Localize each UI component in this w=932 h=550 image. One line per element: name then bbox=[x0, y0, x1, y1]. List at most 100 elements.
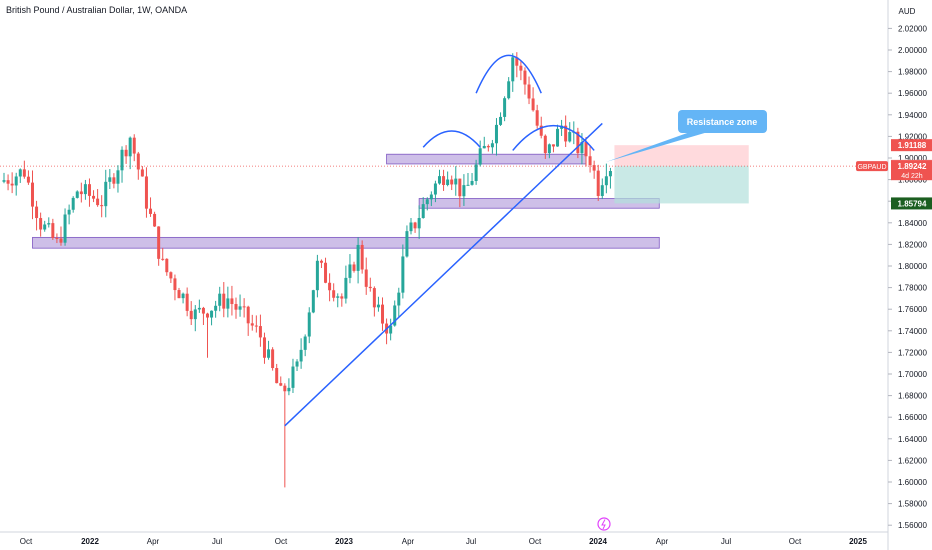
price-tick-label: 2.02000 bbox=[898, 24, 927, 33]
price-tick-label: 1.96000 bbox=[898, 89, 927, 98]
time-tick-label: 2024 bbox=[589, 537, 607, 546]
candle-down bbox=[96, 198, 100, 206]
candle-down bbox=[564, 125, 568, 142]
candle-down bbox=[92, 195, 96, 199]
candle-down bbox=[242, 306, 246, 308]
candle-down bbox=[132, 137, 136, 154]
candle-up bbox=[47, 223, 51, 225]
candle-down bbox=[35, 206, 39, 219]
tradingview-logo-icon[interactable] bbox=[597, 517, 611, 531]
candle-down bbox=[368, 286, 372, 289]
time-tick-label: Oct bbox=[20, 537, 33, 546]
candle-up bbox=[499, 116, 503, 125]
candle-up bbox=[600, 185, 604, 196]
candle-up bbox=[405, 231, 409, 257]
time-tick-label: Jul bbox=[466, 537, 476, 546]
candle-down bbox=[551, 144, 555, 147]
candle-down bbox=[185, 293, 189, 311]
candle-up bbox=[433, 183, 437, 195]
candle-down bbox=[250, 323, 254, 326]
price-tick-label: 1.90000 bbox=[898, 154, 927, 163]
candle-down bbox=[576, 131, 580, 154]
callout-pointer bbox=[606, 132, 708, 162]
left-shoulder-arc[interactable] bbox=[422, 130, 481, 148]
head-arc[interactable] bbox=[475, 54, 542, 94]
candle-up bbox=[466, 184, 470, 186]
candle-up bbox=[299, 349, 303, 362]
time-tick-label: Apr bbox=[656, 537, 669, 546]
candle-up bbox=[295, 361, 299, 367]
candle-up bbox=[547, 144, 551, 154]
candle-up bbox=[197, 307, 201, 310]
candle-up bbox=[238, 306, 242, 310]
candle-up bbox=[356, 244, 360, 271]
candle-down bbox=[100, 205, 104, 207]
candle-up bbox=[421, 204, 425, 219]
candle-down bbox=[458, 178, 462, 197]
price-tick-label: 1.62000 bbox=[898, 456, 927, 465]
candle-up bbox=[507, 81, 511, 99]
candle-down bbox=[352, 264, 356, 271]
candle-down bbox=[222, 293, 226, 309]
candle-up bbox=[315, 260, 319, 291]
candle-up bbox=[75, 191, 79, 198]
candle-up bbox=[437, 176, 441, 184]
stop-loss-zone[interactable] bbox=[614, 145, 749, 166]
stop-loss-price-label-bg bbox=[891, 139, 932, 152]
candle-down bbox=[39, 218, 43, 230]
candle-down bbox=[527, 84, 531, 99]
candle-up bbox=[214, 305, 218, 311]
candle-down bbox=[246, 306, 250, 324]
candle-up bbox=[482, 145, 486, 149]
candle-down bbox=[283, 385, 287, 392]
price-tick-label: 1.58000 bbox=[898, 500, 927, 509]
candle-up bbox=[71, 197, 75, 210]
candle-down bbox=[531, 98, 535, 111]
candle-down bbox=[543, 135, 547, 154]
callout-box[interactable] bbox=[678, 110, 767, 133]
candle-down bbox=[596, 170, 600, 196]
candle-down bbox=[201, 307, 205, 314]
candle-up bbox=[63, 214, 67, 243]
candle-up bbox=[104, 181, 108, 207]
callout-text: Resistance zone bbox=[687, 117, 758, 127]
candle-down bbox=[275, 368, 279, 384]
right-shoulder-arc[interactable] bbox=[512, 125, 595, 151]
candle-up bbox=[2, 180, 6, 182]
candle-up bbox=[393, 305, 397, 326]
price-tick-label: 2.00000 bbox=[898, 46, 927, 55]
take-profit-zone[interactable] bbox=[614, 165, 749, 204]
candle-up bbox=[494, 124, 498, 144]
trendline[interactable] bbox=[284, 122, 603, 427]
candle-up bbox=[462, 185, 466, 197]
symbol-tag-bg bbox=[856, 161, 888, 172]
zone-support-lower[interactable] bbox=[32, 236, 660, 249]
candle-down bbox=[539, 125, 543, 136]
candle-down bbox=[206, 313, 209, 318]
candle-down bbox=[328, 282, 332, 291]
candle-up bbox=[490, 143, 494, 148]
zone-resistance[interactable] bbox=[386, 153, 587, 165]
time-tick-label: 2022 bbox=[81, 537, 99, 546]
candle-down bbox=[279, 383, 283, 386]
candle-up bbox=[348, 264, 352, 278]
candle-down bbox=[22, 169, 26, 177]
candle-down bbox=[124, 149, 128, 157]
candle-up bbox=[429, 194, 433, 200]
candle-up bbox=[425, 199, 429, 205]
target-price-label-bg bbox=[891, 197, 932, 210]
candle-up bbox=[446, 179, 450, 185]
candle-up bbox=[568, 132, 572, 142]
candle-up bbox=[181, 293, 185, 299]
price-tick-label: 1.72000 bbox=[898, 348, 927, 357]
candle-down bbox=[26, 176, 30, 183]
candle-up bbox=[287, 387, 291, 392]
price-tick-label: 1.56000 bbox=[898, 521, 927, 530]
candle-down bbox=[519, 65, 523, 71]
price-tick-label: 1.64000 bbox=[898, 435, 927, 444]
candle-up bbox=[556, 128, 560, 147]
candle-down bbox=[332, 290, 336, 298]
time-tick-label: 2025 bbox=[849, 537, 867, 546]
candle-down bbox=[262, 337, 266, 358]
